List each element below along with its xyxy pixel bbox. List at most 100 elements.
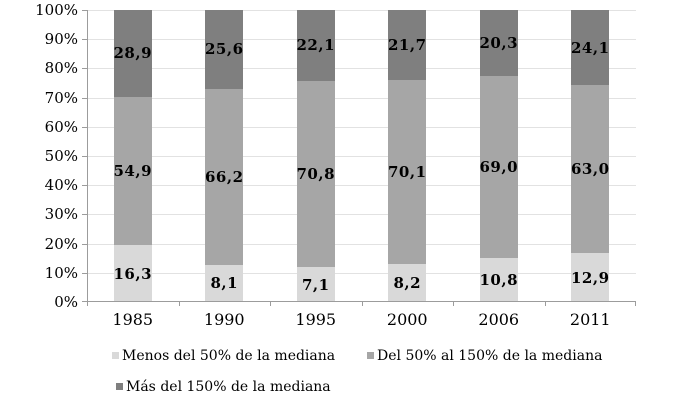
data-label: 24,1 xyxy=(570,38,610,57)
data-label: 16,3 xyxy=(113,264,153,283)
bar-segment: 20,3 xyxy=(479,10,518,77)
y-axis-tick-label: 20% xyxy=(44,235,78,253)
bars-container: 16,3 54,9 28,9 8,1 66,2 25,6 7,1 70,8 22,1 8,2 70,… xyxy=(87,10,636,302)
gridlines xyxy=(87,10,636,302)
bar-segment: 54,9 xyxy=(113,96,153,246)
y-axis-tick xyxy=(82,244,87,245)
y-axis-tick-label: 30% xyxy=(44,205,78,223)
x-axis-tick xyxy=(362,302,363,306)
bar-1995: 7,1 70,8 22,1 xyxy=(296,10,336,302)
bar-segment: 24,1 xyxy=(570,10,610,86)
data-label: 21,7 xyxy=(387,35,427,54)
y-axis-tick-label: 90% xyxy=(44,30,78,48)
gridline xyxy=(87,10,636,11)
bar-segment: 66,2 xyxy=(204,88,244,265)
category-group: 16,3 54,9 28,9 xyxy=(87,10,179,302)
legend-item: Menos del 50% de la mediana xyxy=(112,348,335,365)
data-label: 8,1 xyxy=(210,274,239,293)
y-axis-tick xyxy=(82,214,87,215)
x-axis-tick xyxy=(179,302,180,306)
data-label: 22,1 xyxy=(296,36,336,55)
bar-1985: 16,3 54,9 28,9 xyxy=(113,10,153,302)
x-axis-label: 1995 xyxy=(295,310,337,329)
legend-marker xyxy=(116,383,123,390)
x-axis-label: 2011 xyxy=(569,310,611,329)
gridline xyxy=(87,185,636,186)
x-axis-label: 1990 xyxy=(203,310,245,329)
y-axis-tick xyxy=(82,39,87,40)
category-group: 12,9 63,0 24,1 xyxy=(545,10,637,302)
bar-segment: 8,2 xyxy=(388,264,427,302)
y-axis-tick-label: 80% xyxy=(44,59,78,77)
bar-2000: 8,2 70,1 21,7 xyxy=(387,10,427,302)
category-group: 7,1 70,8 22,1 xyxy=(270,10,362,302)
category-group: 10,8 69,0 20,3 xyxy=(453,10,545,302)
x-axis-label: 2006 xyxy=(478,310,520,329)
y-axis-tick xyxy=(82,127,87,128)
legend-marker xyxy=(112,352,119,359)
bar-segment: 12,9 xyxy=(570,253,610,302)
y-axis-tick-label: 40% xyxy=(44,176,78,194)
data-label: 10,8 xyxy=(479,271,519,290)
legend-item: Más del 150% de la mediana xyxy=(116,379,331,396)
x-axis-tick xyxy=(545,302,546,306)
x-axis-tick xyxy=(635,302,636,306)
bar-segment: 25,6 xyxy=(204,10,244,89)
gridline xyxy=(87,39,636,40)
data-label: 66,2 xyxy=(204,167,244,186)
y-axis-tick-label: 100% xyxy=(35,1,78,19)
data-label: 12,9 xyxy=(570,268,610,287)
legend-label: Más del 150% de la mediana xyxy=(126,379,331,395)
x-axis-label: 1985 xyxy=(112,310,154,329)
bar-2011: 12,9 63,0 24,1 xyxy=(570,10,610,302)
bar-segment: 70,8 xyxy=(296,80,336,268)
bar-segment: 28,9 xyxy=(113,10,152,97)
legend-label: Menos del 50% de la mediana xyxy=(122,348,336,364)
x-axis-line xyxy=(87,301,636,302)
x-axis-tick xyxy=(87,302,88,306)
gridline xyxy=(87,244,636,245)
data-label: 25,6 xyxy=(204,40,244,59)
category-group: 8,1 66,2 25,6 xyxy=(179,10,271,302)
x-axis-label: 2000 xyxy=(386,310,428,329)
data-label: 7,1 xyxy=(301,275,330,294)
bar-segment: 8,1 xyxy=(205,264,244,302)
bar-2006: 10,8 69,0 20,3 xyxy=(479,10,519,302)
y-axis-tick xyxy=(82,185,87,186)
y-axis-line xyxy=(87,10,88,302)
data-label: 63,0 xyxy=(570,160,610,179)
x-axis-tick xyxy=(453,302,454,306)
gridline xyxy=(87,214,636,215)
y-axis-tick-label: 0% xyxy=(54,293,78,311)
data-label: 69,0 xyxy=(479,158,519,177)
bar-segment: 69,0 xyxy=(479,76,519,259)
bar-segment: 16,3 xyxy=(113,245,153,302)
y-axis-tick xyxy=(82,68,87,69)
gridline xyxy=(87,156,636,157)
y-axis-labels: 0% 10% 20% 30% 40% 50% 60% 70% 80% 90% 100% xyxy=(0,2,80,310)
y-axis-tick-label: 50% xyxy=(44,147,78,165)
bar-segment: 70,1 xyxy=(388,79,427,265)
bar-segment: 10,8 xyxy=(479,258,519,302)
category-group: 8,2 70,1 21,7 xyxy=(362,10,454,302)
gridline xyxy=(87,273,636,274)
y-axis-tick-label: 70% xyxy=(44,89,78,107)
y-axis-tick xyxy=(82,10,87,11)
data-label: 54,9 xyxy=(113,161,153,180)
data-label: 70,8 xyxy=(296,164,336,183)
gridline xyxy=(87,68,636,69)
bar-segment: 7,1 xyxy=(296,267,335,302)
bar-1990: 8,1 66,2 25,6 xyxy=(204,10,244,302)
y-axis-tick xyxy=(82,273,87,274)
x-axis-labels: 1985 1990 1995 2000 2006 2011 xyxy=(87,310,636,329)
legend-item: Del 50% al 150% de la mediana xyxy=(367,348,602,365)
bar-segment: 63,0 xyxy=(570,85,610,254)
y-axis-tick-label: 10% xyxy=(44,264,78,282)
bar-segment: 22,1 xyxy=(296,10,336,81)
x-axis-tick xyxy=(270,302,271,306)
gridline xyxy=(87,127,636,128)
data-label: 8,2 xyxy=(393,274,422,293)
y-axis-tick xyxy=(82,98,87,99)
y-axis-tick xyxy=(82,156,87,157)
